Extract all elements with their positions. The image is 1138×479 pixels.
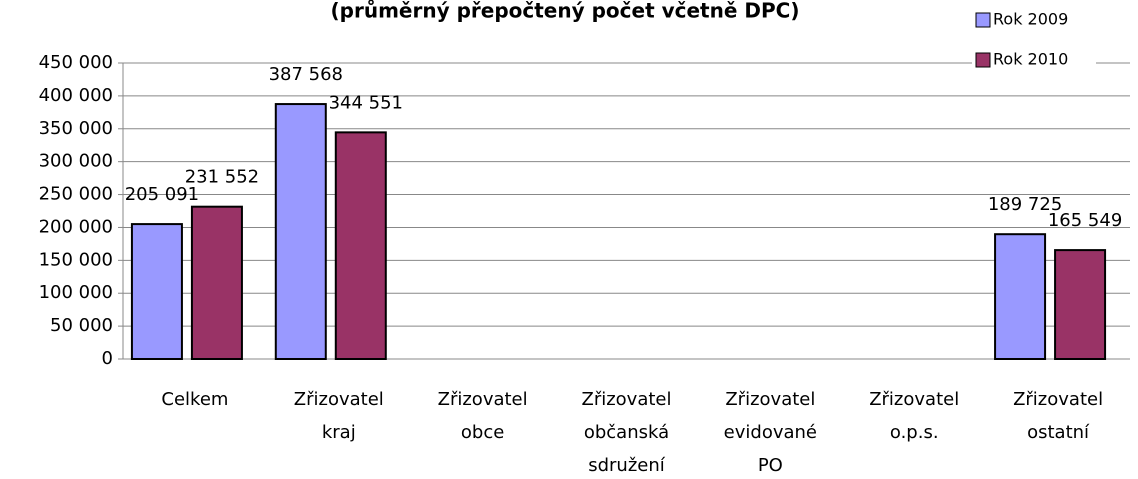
legend-swatch — [975, 12, 991, 28]
y-tick-label: 50 000 — [50, 315, 113, 336]
x-tick-label: Zřizovatel obce — [438, 389, 528, 443]
x-tick-label-line: Zřizovatel — [581, 389, 671, 410]
value-label: 344 551 — [329, 92, 403, 113]
x-tick-label-line: Zřizovatel — [294, 389, 384, 410]
x-tick-label: Zřizovatel evidované PO — [724, 389, 817, 476]
x-tick-label-line: PO — [758, 455, 783, 476]
x-tick-label: Zřizovatel občanská sdružení — [581, 389, 671, 476]
x-tick-label-line: občanská — [584, 422, 669, 443]
y-tick-label: 100 000 — [39, 282, 113, 303]
x-tick-label-line: kraj — [322, 422, 356, 443]
y-tick-label: 300 000 — [39, 151, 113, 172]
x-tick-label: Zřizovatel kraj — [294, 389, 384, 443]
bar — [994, 233, 1047, 360]
bar — [334, 131, 387, 360]
legend-label: Rok 2010 — [993, 50, 1068, 69]
value-label: 387 568 — [269, 64, 343, 85]
x-tick-label-line: obce — [461, 422, 504, 443]
bar — [274, 103, 327, 361]
chart-title: (průměrný přepočtený počet včetně DPC) — [331, 0, 800, 23]
y-tick-label: 200 000 — [39, 216, 113, 237]
bar — [190, 205, 243, 360]
value-label: 205 091 — [125, 184, 199, 205]
x-tick-label-line: Celkem — [161, 389, 228, 410]
x-tick-label-line: o.p.s. — [890, 422, 939, 443]
value-label: 189 725 — [988, 194, 1062, 215]
y-tick-label: 350 000 — [39, 118, 113, 139]
x-tick-label-line: Zřizovatel — [438, 389, 528, 410]
legend-swatch — [975, 52, 991, 68]
legend-label: Rok 2009 — [993, 10, 1068, 29]
value-label: 231 552 — [185, 167, 259, 188]
x-tick-label: Celkem — [161, 389, 228, 410]
bar — [130, 223, 183, 360]
x-tick-label-line: Zřizovatel — [869, 389, 959, 410]
legend-box — [972, 2, 1096, 82]
y-tick-label: 400 000 — [39, 85, 113, 106]
y-tick-label: 0 — [102, 348, 113, 369]
x-tick-label: Zřizovatel o.p.s. — [869, 389, 959, 443]
y-tick-label: 450 000 — [39, 52, 113, 73]
x-tick-label-line: Zřizovatel — [1013, 389, 1103, 410]
x-tick-label: Zřizovatel ostatní — [1013, 389, 1103, 443]
bar — [1054, 249, 1107, 360]
x-tick-label-line: sdružení — [588, 455, 666, 476]
x-tick-label-line: ostatní — [1027, 422, 1090, 443]
y-tick-label: 250 000 — [39, 184, 113, 205]
y-tick-label: 150 000 — [39, 249, 113, 270]
value-label: 165 549 — [1048, 210, 1122, 231]
x-tick-label-line: Zřizovatel — [725, 389, 815, 410]
x-tick-label-line: evidované — [724, 422, 817, 443]
